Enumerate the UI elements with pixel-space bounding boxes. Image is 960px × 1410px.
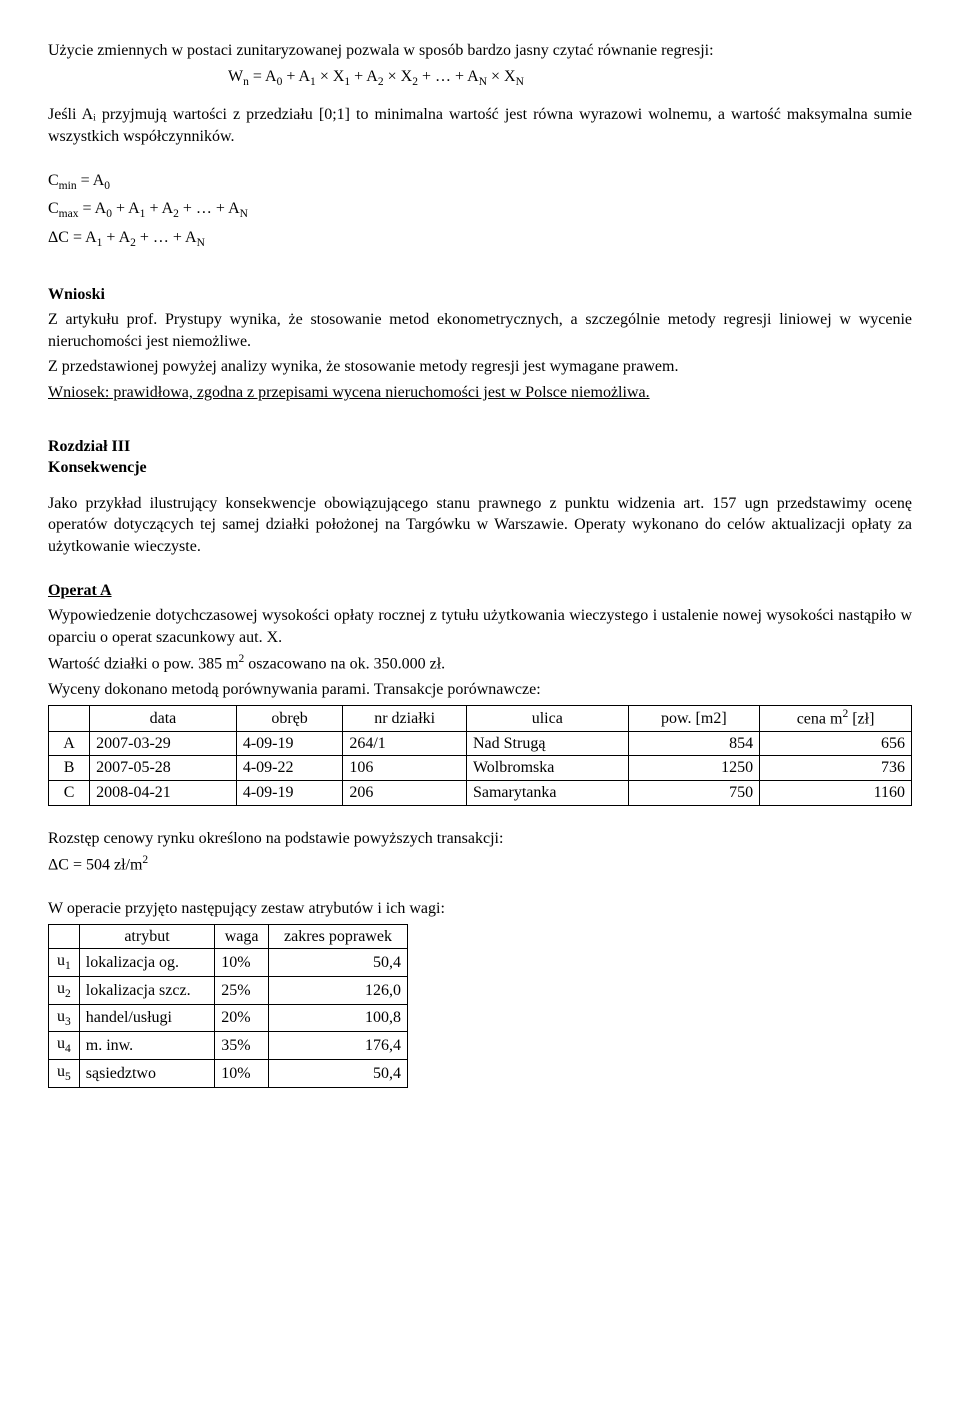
table-row: B 2007-05-28 4-09-22 106 Wolbromska 1250… [49, 756, 912, 781]
cell: 35% [215, 1032, 269, 1060]
cell: sąsiedztwo [79, 1060, 214, 1088]
table-row: u2 lokalizacja szcz. 25% 126,0 [49, 977, 408, 1005]
col-atrybut: atrybut [79, 924, 214, 949]
cell: u4 [49, 1032, 80, 1060]
col-blank [49, 924, 80, 949]
cell: u3 [49, 1004, 80, 1032]
operat-a-p1: Wypowiedzenie dotychczasowej wysokości o… [48, 605, 912, 648]
cell: 1160 [760, 781, 912, 806]
cell: 2007-03-29 [90, 731, 237, 756]
rozdzial-subtitle: Konsekwencje [48, 457, 912, 479]
col-zakres: zakres poprawek [268, 924, 407, 949]
cell: B [49, 756, 90, 781]
cell: 4-09-19 [236, 781, 343, 806]
cell: handel/usługi [79, 1004, 214, 1032]
cell: 50,4 [268, 1060, 407, 1088]
cell: 656 [760, 731, 912, 756]
operat-a-p2: Wartość działki o pow. 385 m2 oszacowano… [48, 652, 912, 675]
cell: 100,8 [268, 1004, 407, 1032]
table-row: u1 lokalizacja og. 10% 50,4 [49, 949, 408, 977]
cell: 750 [628, 781, 760, 806]
cell: Wolbromska [466, 756, 628, 781]
cell: Nad Strugą [466, 731, 628, 756]
rozdzial-title: Rozdział III [48, 436, 912, 458]
cell: 264/1 [343, 731, 467, 756]
cell: 50,4 [268, 949, 407, 977]
cell: 1250 [628, 756, 760, 781]
table-row: A 2007-03-29 4-09-19 264/1 Nad Strugą 85… [49, 731, 912, 756]
wnioski-heading: Wnioski [48, 284, 912, 306]
cell: Samarytanka [466, 781, 628, 806]
cell: 2008-04-21 [90, 781, 237, 806]
wnioski-p2: Z przedstawionej powyżej analizy wynika,… [48, 356, 912, 378]
col-obreb: obręb [236, 705, 343, 731]
transactions-table: data obręb nr działki ulica pow. [m2] ce… [48, 705, 912, 806]
wnioski-p3: Wniosek: prawidłowa, zgodna z przepisami… [48, 382, 912, 404]
cell: u2 [49, 977, 80, 1005]
cell: u1 [49, 949, 80, 977]
table-row: u4 m. inw. 35% 176,4 [49, 1032, 408, 1060]
cell: 2007-05-28 [90, 756, 237, 781]
attr-intro: W operacie przyjęto następujący zestaw a… [48, 898, 912, 920]
equation-wn: Wn = A0 + A1 × X1 + A2 × X2 + … + AN × X… [48, 66, 912, 91]
equation-cmin: Cmin = A0 [48, 170, 912, 195]
cell: 126,0 [268, 977, 407, 1005]
cell: 736 [760, 756, 912, 781]
intro-paragraph-2: Jeśli Aᵢ przyjmują wartości z przedziału… [48, 104, 912, 147]
col-cena: cena m2 [zł] [760, 705, 912, 731]
cell: A [49, 731, 90, 756]
cell: 4-09-22 [236, 756, 343, 781]
cell: 854 [628, 731, 760, 756]
table-row: C 2008-04-21 4-09-19 206 Samarytanka 750… [49, 781, 912, 806]
cell: 20% [215, 1004, 269, 1032]
attributes-table: atrybut waga zakres poprawek u1 lokaliza… [48, 924, 408, 1088]
col-data: data [90, 705, 237, 731]
rozstep-p2: ΔC = 504 zł/m2 [48, 853, 912, 876]
cell: 10% [215, 1060, 269, 1088]
cell: lokalizacja og. [79, 949, 214, 977]
rozdzial-p1: Jako przykład ilustrujący konsekwencje o… [48, 493, 912, 558]
equation-cmax: Cmax = A0 + A1 + A2 + … + AN [48, 198, 912, 223]
cell: 4-09-19 [236, 731, 343, 756]
cell: m. inw. [79, 1032, 214, 1060]
cell: 206 [343, 781, 467, 806]
wnioski-p1: Z artykułu prof. Prystupy wynika, że sto… [48, 309, 912, 352]
operat-a-p3: Wyceny dokonano metodą porównywania para… [48, 679, 912, 701]
cell: u5 [49, 1060, 80, 1088]
cell: C [49, 781, 90, 806]
col-blank [49, 705, 90, 731]
operat-a-heading: Operat A [48, 580, 912, 602]
intro-paragraph-1: Użycie zmiennych w postaci zunitaryzowan… [48, 40, 912, 62]
cell: 25% [215, 977, 269, 1005]
col-nr-dzialki: nr działki [343, 705, 467, 731]
table-header-row: atrybut waga zakres poprawek [49, 924, 408, 949]
rozstep-p1: Rozstęp cenowy rynku określono na podsta… [48, 828, 912, 850]
col-waga: waga [215, 924, 269, 949]
col-pow: pow. [m2] [628, 705, 760, 731]
cell: 106 [343, 756, 467, 781]
cell: 176,4 [268, 1032, 407, 1060]
equation-dc: ΔC = A1 + A2 + … + AN [48, 227, 912, 252]
table-header-row: data obręb nr działki ulica pow. [m2] ce… [49, 705, 912, 731]
table-row: u3 handel/usługi 20% 100,8 [49, 1004, 408, 1032]
cell: lokalizacja szcz. [79, 977, 214, 1005]
cell: 10% [215, 949, 269, 977]
table-row: u5 sąsiedztwo 10% 50,4 [49, 1060, 408, 1088]
col-ulica: ulica [466, 705, 628, 731]
